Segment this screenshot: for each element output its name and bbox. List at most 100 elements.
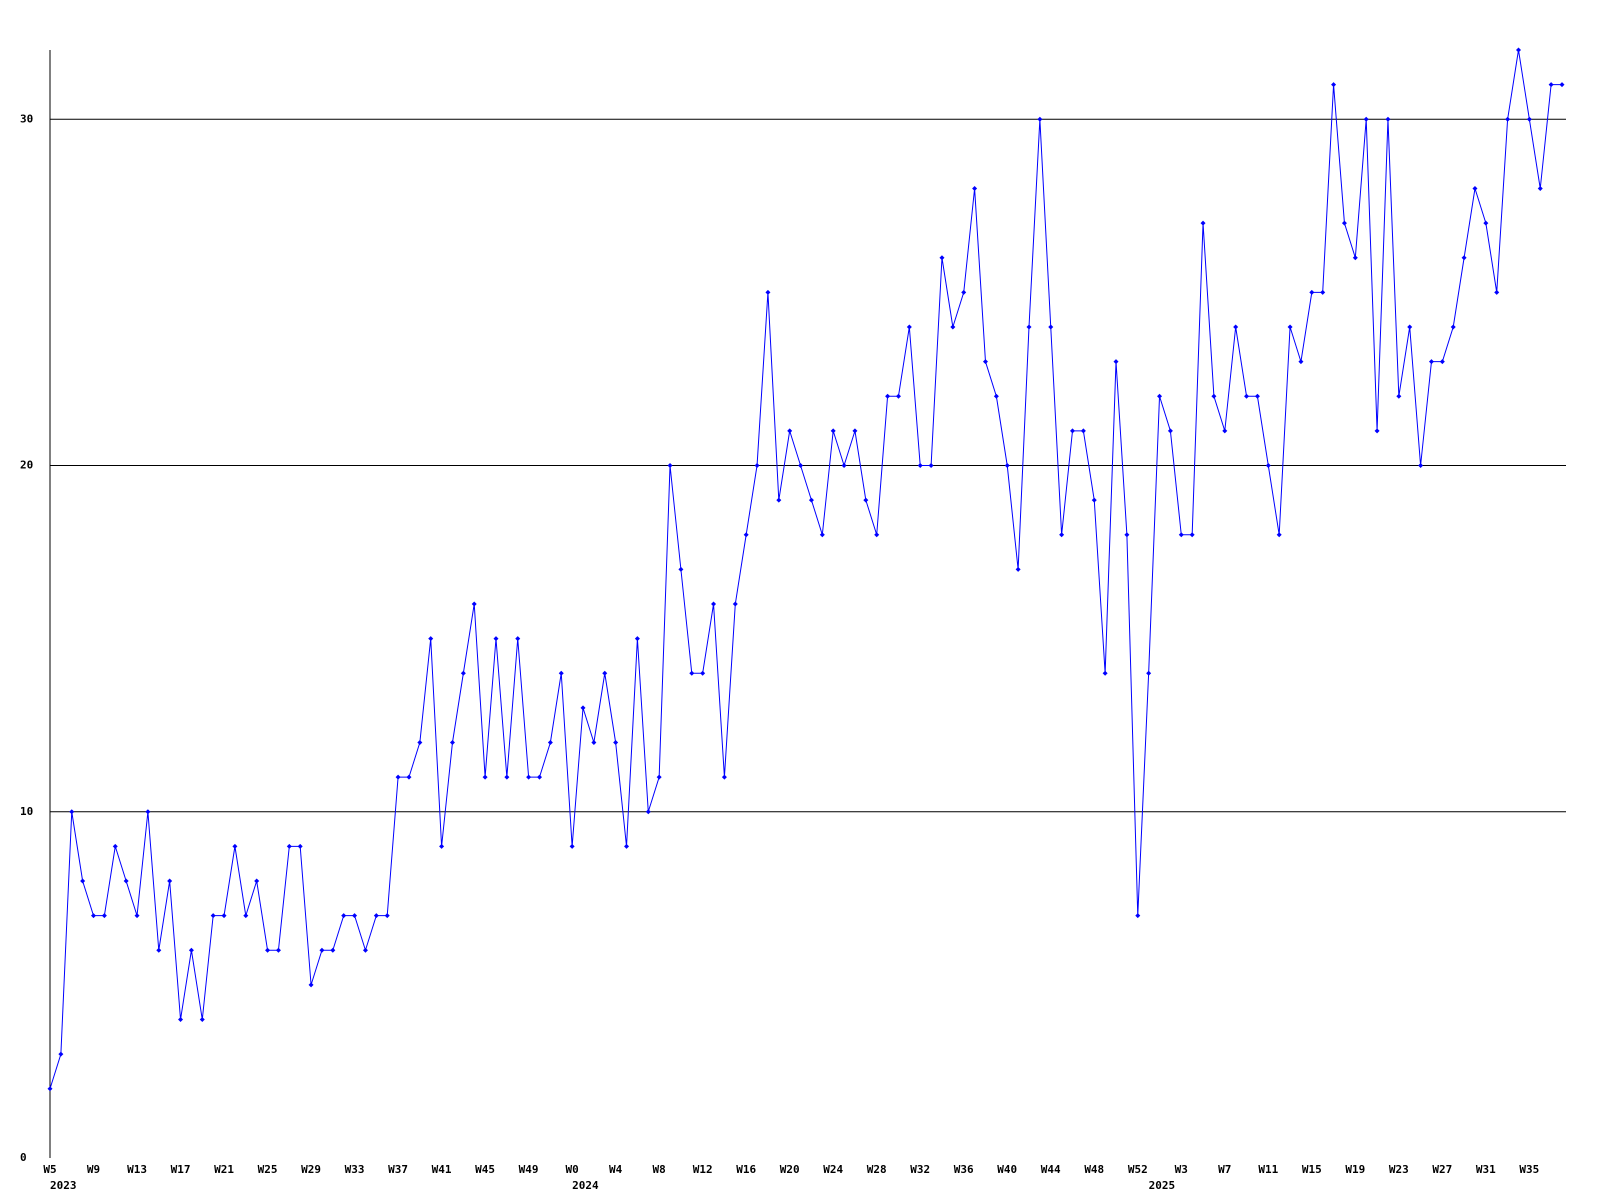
point <box>1341 220 1347 226</box>
point <box>1178 532 1184 538</box>
point <box>972 186 978 191</box>
x-tick-label: W20 <box>780 1163 800 1176</box>
point <box>504 774 510 780</box>
point <box>1428 359 1434 365</box>
point <box>134 913 140 919</box>
point <box>319 947 325 953</box>
point <box>776 497 782 503</box>
x-tick-label: W37 <box>388 1163 408 1176</box>
point <box>58 1051 64 1057</box>
point <box>732 601 738 607</box>
point <box>678 566 684 572</box>
x-tick-label: W19 <box>1345 1163 1365 1176</box>
point <box>178 1017 184 1022</box>
x-tick-label: W12 <box>693 1163 713 1176</box>
point <box>1407 324 1413 330</box>
point <box>1548 82 1554 88</box>
point <box>1472 186 1478 191</box>
point <box>123 878 129 884</box>
point <box>1461 255 1467 261</box>
point <box>221 913 227 919</box>
point <box>689 670 695 676</box>
x-tick-label: W9 <box>87 1163 100 1176</box>
point <box>1048 324 1054 330</box>
point <box>1167 428 1173 434</box>
point <box>863 497 869 503</box>
point <box>417 740 423 745</box>
x-tick-label: W41 <box>432 1163 452 1176</box>
point <box>1026 324 1032 330</box>
point <box>232 843 238 849</box>
x-tick-label: W28 <box>867 1163 887 1176</box>
point <box>254 878 260 884</box>
point <box>112 843 118 849</box>
point <box>1157 393 1163 399</box>
x-tick-label: W48 <box>1084 1163 1104 1176</box>
point <box>1254 393 1260 399</box>
point <box>243 913 249 919</box>
point <box>308 982 314 988</box>
point <box>210 913 216 919</box>
point <box>330 947 336 953</box>
x-tick-label: W15 <box>1302 1163 1322 1176</box>
x-tick-label: W4 <box>609 1163 623 1176</box>
x-tick-label: W5 <box>43 1163 56 1176</box>
point <box>265 947 271 953</box>
point <box>1037 116 1043 122</box>
point <box>471 601 477 607</box>
x-tick-label: W32 <box>910 1163 930 1176</box>
x-tick-label: W8 <box>653 1163 666 1176</box>
point <box>874 532 880 538</box>
point <box>460 670 466 676</box>
point <box>1559 82 1565 88</box>
point <box>1385 116 1391 122</box>
point <box>1331 82 1337 88</box>
point <box>939 255 945 261</box>
point <box>1505 116 1511 122</box>
point <box>754 463 760 468</box>
point <box>634 636 640 642</box>
x-tick-label: W17 <box>171 1163 191 1176</box>
point <box>961 289 967 295</box>
point <box>928 463 934 468</box>
point <box>841 463 847 468</box>
point <box>1450 324 1456 330</box>
point <box>1418 463 1424 468</box>
x-tick-label: W44 <box>1041 1163 1061 1176</box>
point <box>1004 463 1010 468</box>
point <box>787 428 793 434</box>
point <box>1396 393 1402 399</box>
point <box>558 670 564 676</box>
point <box>917 463 923 468</box>
point <box>602 670 608 676</box>
point <box>1124 532 1130 538</box>
point <box>1298 359 1304 365</box>
point <box>1526 116 1532 122</box>
x-tick-label: W16 <box>736 1163 756 1176</box>
x-tick-label: W36 <box>954 1163 974 1176</box>
y-tick-label: 10 <box>20 805 33 818</box>
point <box>580 705 586 711</box>
point <box>906 324 912 330</box>
x-tick-label: W33 <box>345 1163 365 1176</box>
x-tick-label: W25 <box>258 1163 278 1176</box>
point <box>1222 428 1228 434</box>
point <box>199 1017 205 1022</box>
x-tick-label: W29 <box>301 1163 321 1176</box>
x-year-label: 2023 <box>50 1179 77 1192</box>
point <box>624 843 630 849</box>
point <box>1135 913 1141 919</box>
point <box>656 774 662 780</box>
point <box>449 740 455 745</box>
point <box>1374 428 1380 434</box>
point <box>982 359 988 365</box>
point <box>721 774 727 780</box>
point <box>275 947 281 953</box>
point <box>439 843 445 849</box>
point <box>297 843 303 849</box>
point <box>1211 393 1217 399</box>
point <box>406 774 412 780</box>
point <box>384 913 390 919</box>
point <box>1091 497 1097 503</box>
